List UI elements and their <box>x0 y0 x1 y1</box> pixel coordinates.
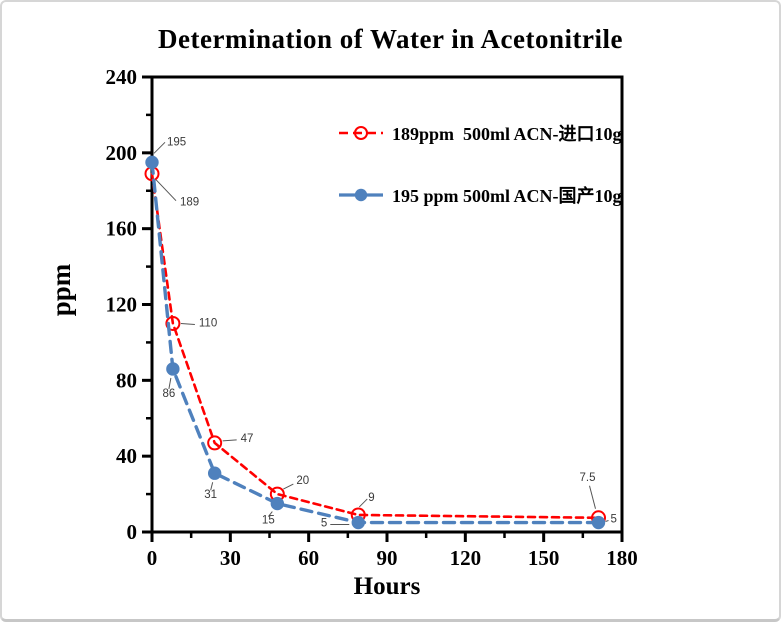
data-point-label: 7.5 <box>580 472 596 484</box>
data-point-label: 47 <box>241 433 254 445</box>
x-tick-label: 90 <box>377 546 398 570</box>
label-leader-line <box>168 377 172 390</box>
data-point <box>351 515 365 530</box>
data-point-label: 86 <box>162 388 175 400</box>
y-axis: 0 40 80 120 160 200 240 <box>106 65 152 544</box>
label-leader-line <box>267 511 273 517</box>
legend-marker-filled-circle-icon <box>339 188 383 202</box>
data-point-label: 189 <box>180 197 199 209</box>
y-tick-label: 80 <box>116 368 137 392</box>
legend-item-1: 195 ppm 500ml ACN-国产10g <box>338 182 622 208</box>
legend-label-1: 195 ppm 500ml ACN-国产10g <box>392 186 622 206</box>
data-point <box>591 515 606 530</box>
data-point <box>145 155 159 170</box>
label-leader-line <box>180 322 195 325</box>
legend: 189ppm 500ml ACN-进口10g 195 ppm 500ml ACN-… <box>338 120 622 244</box>
data-point-label: 9 <box>368 492 374 504</box>
chart-title: Determination of Water in Acetonitrile <box>158 24 623 54</box>
data-point-label: 5 <box>321 518 327 530</box>
data-point-label: 15 <box>262 515 275 527</box>
label-leader-line <box>153 141 166 154</box>
data-point <box>207 435 223 451</box>
y-axis-label: ppm <box>46 263 76 317</box>
data-point-label: 5 <box>611 514 617 526</box>
x-tick-label: 0 <box>147 546 158 570</box>
x-tick-label: 30 <box>220 546 241 570</box>
label-leader-line <box>222 439 237 442</box>
legend-item-0: 189ppm 500ml ACN-进口10g <box>338 120 622 146</box>
series-line <box>150 172 600 520</box>
label-leader-line <box>210 482 214 491</box>
x-tick-label: 180 <box>606 546 638 570</box>
series-1: 195 86 31 15 5 5 <box>145 136 617 530</box>
x-axis-label: Hours <box>353 573 421 600</box>
series-0: 189 110 47 20 9 7.5 <box>144 166 606 526</box>
x-axis: 0 30 60 90 120 150 180 <box>147 532 638 570</box>
y-tick-label: 240 <box>106 65 138 89</box>
label-leader-line <box>358 498 368 508</box>
y-tick-label: 120 <box>106 293 138 317</box>
x-tick-label: 60 <box>298 546 319 570</box>
label-leader-line <box>155 179 177 202</box>
legend-label-0: 189ppm 500ml ACN-进口10g <box>392 124 622 144</box>
data-point <box>165 315 181 331</box>
y-tick-label: 200 <box>106 141 138 165</box>
y-tick-label: 160 <box>106 217 138 241</box>
series-line <box>150 160 601 525</box>
x-tick-label: 150 <box>528 546 560 570</box>
data-point-label: 20 <box>296 475 309 487</box>
data-point-label: 110 <box>199 317 217 329</box>
label-leader-line <box>589 485 596 509</box>
label-leader-line <box>605 520 609 522</box>
data-point <box>270 496 285 511</box>
data-point-label: 31 <box>204 489 217 501</box>
data-point-label: 195 <box>167 136 186 148</box>
legend-marker-open-circle-icon <box>339 126 383 140</box>
data-point <box>166 362 180 376</box>
label-leader-line <box>283 483 294 490</box>
y-tick-label: 0 <box>127 520 138 544</box>
y-tick-label: 40 <box>116 444 137 468</box>
x-tick-label: 120 <box>450 546 482 570</box>
data-point <box>207 466 222 480</box>
